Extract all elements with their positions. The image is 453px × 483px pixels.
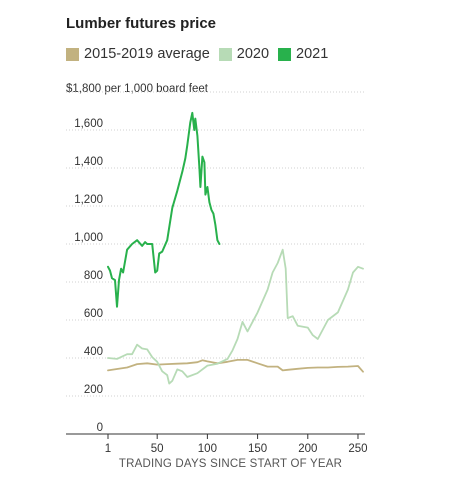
series-line-2020: [107, 248, 364, 385]
legend-item-2021: 2021: [278, 46, 328, 62]
chart-legend: 2015-2019 average 2020 2021: [66, 46, 337, 62]
series-line-2015-2019-average: [107, 358, 364, 373]
x-tick-label: 200: [298, 443, 317, 455]
y-tick-label: 200: [84, 384, 103, 396]
legend-label-2020: 2020: [236, 46, 270, 62]
legend-item-2020: 2020: [218, 46, 270, 62]
x-tick-label: 100: [198, 443, 217, 455]
chart-title: Lumber futures price: [66, 15, 217, 32]
series-line-2021: [107, 111, 221, 308]
y-tick-label: 1,200: [74, 194, 103, 206]
legend-item-2015-2019: 2015-2019 average: [66, 46, 210, 62]
y-tick-label: 1,000: [74, 232, 103, 244]
y-tick-label: 1,600: [74, 118, 103, 130]
x-tick-label: 1: [105, 443, 111, 455]
x-tick-label: 150: [248, 443, 267, 455]
y-tick-label: 0: [97, 422, 103, 434]
y-tick-label: 400: [84, 346, 103, 358]
legend-swatch-2015-2019: [66, 47, 79, 61]
legend-label-2021: 2021: [296, 46, 329, 62]
x-tick-label: 50: [151, 443, 164, 455]
y-tick-label: 800: [84, 270, 103, 282]
y-tick-label: 600: [84, 308, 103, 320]
y-tick-label: 1,400: [74, 156, 103, 168]
legend-swatch-2021: [278, 47, 292, 61]
legend-swatch-2020: [218, 47, 232, 61]
x-axis-title: TRADING DAYS SINCE START OF YEAR: [119, 458, 342, 470]
legend-label-2015-2019: 2015-2019 average: [84, 46, 210, 62]
x-tick-label: 250: [348, 443, 367, 455]
y-unit-label: $1,800 per 1,000 board feet: [66, 83, 208, 95]
